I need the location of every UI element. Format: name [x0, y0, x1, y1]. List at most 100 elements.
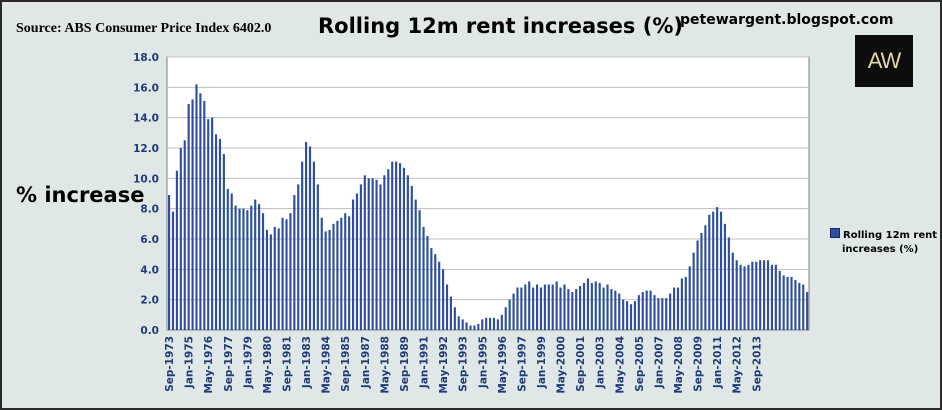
bar — [747, 264, 750, 330]
bar — [332, 223, 335, 330]
bar — [312, 161, 315, 330]
x-axis-ticks: Sep-1973 Jan-1975 May-1976 Sep-1977 Jan-1979… — [164, 336, 763, 394]
bar — [806, 292, 809, 330]
bar — [203, 100, 206, 330]
x-tick-label: May-2012 — [732, 336, 744, 394]
bar — [567, 289, 570, 330]
bar — [520, 287, 523, 330]
bar — [261, 213, 265, 330]
bar — [508, 299, 511, 330]
bar — [316, 184, 319, 330]
bar — [535, 284, 539, 330]
bar — [539, 287, 543, 330]
bar — [496, 319, 499, 330]
bar — [763, 260, 766, 330]
bar — [696, 240, 699, 330]
bar — [218, 138, 222, 330]
bar — [637, 295, 640, 330]
bar — [676, 287, 680, 330]
bar — [199, 93, 202, 331]
bar — [798, 282, 801, 330]
bar — [183, 140, 186, 330]
x-tick-label: Sep-1997 — [516, 336, 528, 392]
x-tick-label: Sep-2013 — [751, 336, 763, 392]
bar — [759, 260, 762, 330]
bar — [594, 281, 597, 330]
bar — [214, 134, 218, 330]
bar — [211, 117, 214, 330]
bar — [398, 163, 402, 330]
x-tick-label: Sep-1993 — [458, 336, 470, 392]
bar — [387, 169, 390, 330]
bar — [794, 279, 797, 330]
bar — [242, 208, 245, 330]
bar — [457, 316, 460, 330]
y-tick-label: 16.0 — [133, 82, 159, 94]
bar — [469, 325, 472, 330]
x-tick-label: Jan-1995 — [477, 336, 489, 389]
bar — [579, 286, 582, 330]
bar — [359, 184, 362, 330]
y-tick-label: 10.0 — [133, 173, 159, 185]
bar — [575, 289, 578, 330]
bar — [590, 282, 593, 330]
y-axis-ticks: 0.0 2.0 4.0 6.0 8.0 10.0 12.0 14.0 16.0 18.0 — [133, 52, 159, 337]
bar — [348, 216, 351, 330]
x-tick-label: Jan-1987 — [360, 336, 372, 389]
y-tick-label: 4.0 — [140, 264, 159, 276]
bar — [305, 141, 308, 330]
bar — [633, 301, 636, 330]
bar — [328, 229, 331, 330]
x-tick-label: Sep-1985 — [340, 336, 352, 392]
x-tick-label: Sep-1989 — [399, 336, 411, 392]
x-tick-label: Jan-2011 — [712, 336, 724, 389]
bar — [254, 199, 257, 330]
bar — [665, 298, 668, 330]
bar — [723, 223, 727, 330]
bar — [770, 264, 773, 330]
bar — [649, 290, 652, 330]
bar — [226, 188, 229, 330]
bar — [465, 322, 468, 330]
x-tick-label: Sep-1977 — [223, 336, 235, 392]
bar — [774, 264, 777, 330]
bar — [445, 284, 449, 330]
bar — [492, 317, 496, 330]
aw-logo: AW — [855, 35, 913, 87]
bar — [735, 260, 738, 330]
bar — [559, 287, 562, 330]
bar — [672, 287, 676, 330]
bar — [406, 175, 409, 330]
bar — [551, 284, 554, 330]
bar — [273, 226, 276, 330]
bar — [563, 284, 566, 330]
y-axis-label: % increase — [16, 183, 145, 207]
legend-line-2: increases (%) — [830, 243, 940, 257]
bar — [684, 276, 687, 330]
bar — [481, 319, 484, 330]
bar — [340, 217, 343, 330]
x-tick-label: May-2004 — [614, 336, 626, 394]
bar — [582, 282, 586, 330]
legend-swatch — [830, 228, 840, 238]
y-tick-label: 18.0 — [133, 52, 159, 64]
bar — [410, 185, 413, 330]
bar — [571, 292, 574, 330]
bar — [336, 220, 339, 330]
bar — [355, 193, 359, 330]
bar — [414, 199, 417, 330]
x-tick-label: Jan-1983 — [301, 336, 313, 389]
legend-label-1: Rolling 12m rent — [843, 230, 938, 241]
bar — [207, 119, 210, 331]
y-tick-label: 0.0 — [140, 325, 159, 337]
x-tick-label: May-1980 — [262, 336, 274, 394]
x-tick-label: Sep-2001 — [575, 336, 587, 392]
bar — [641, 292, 644, 330]
bar — [367, 178, 370, 330]
bar — [782, 275, 785, 330]
bar — [250, 205, 253, 330]
bar — [485, 317, 488, 330]
x-tick-label: Sep-1973 — [164, 336, 176, 392]
legend: Rolling 12m rent increases (%) — [830, 228, 940, 257]
x-tick-label: Sep-1981 — [282, 336, 294, 392]
